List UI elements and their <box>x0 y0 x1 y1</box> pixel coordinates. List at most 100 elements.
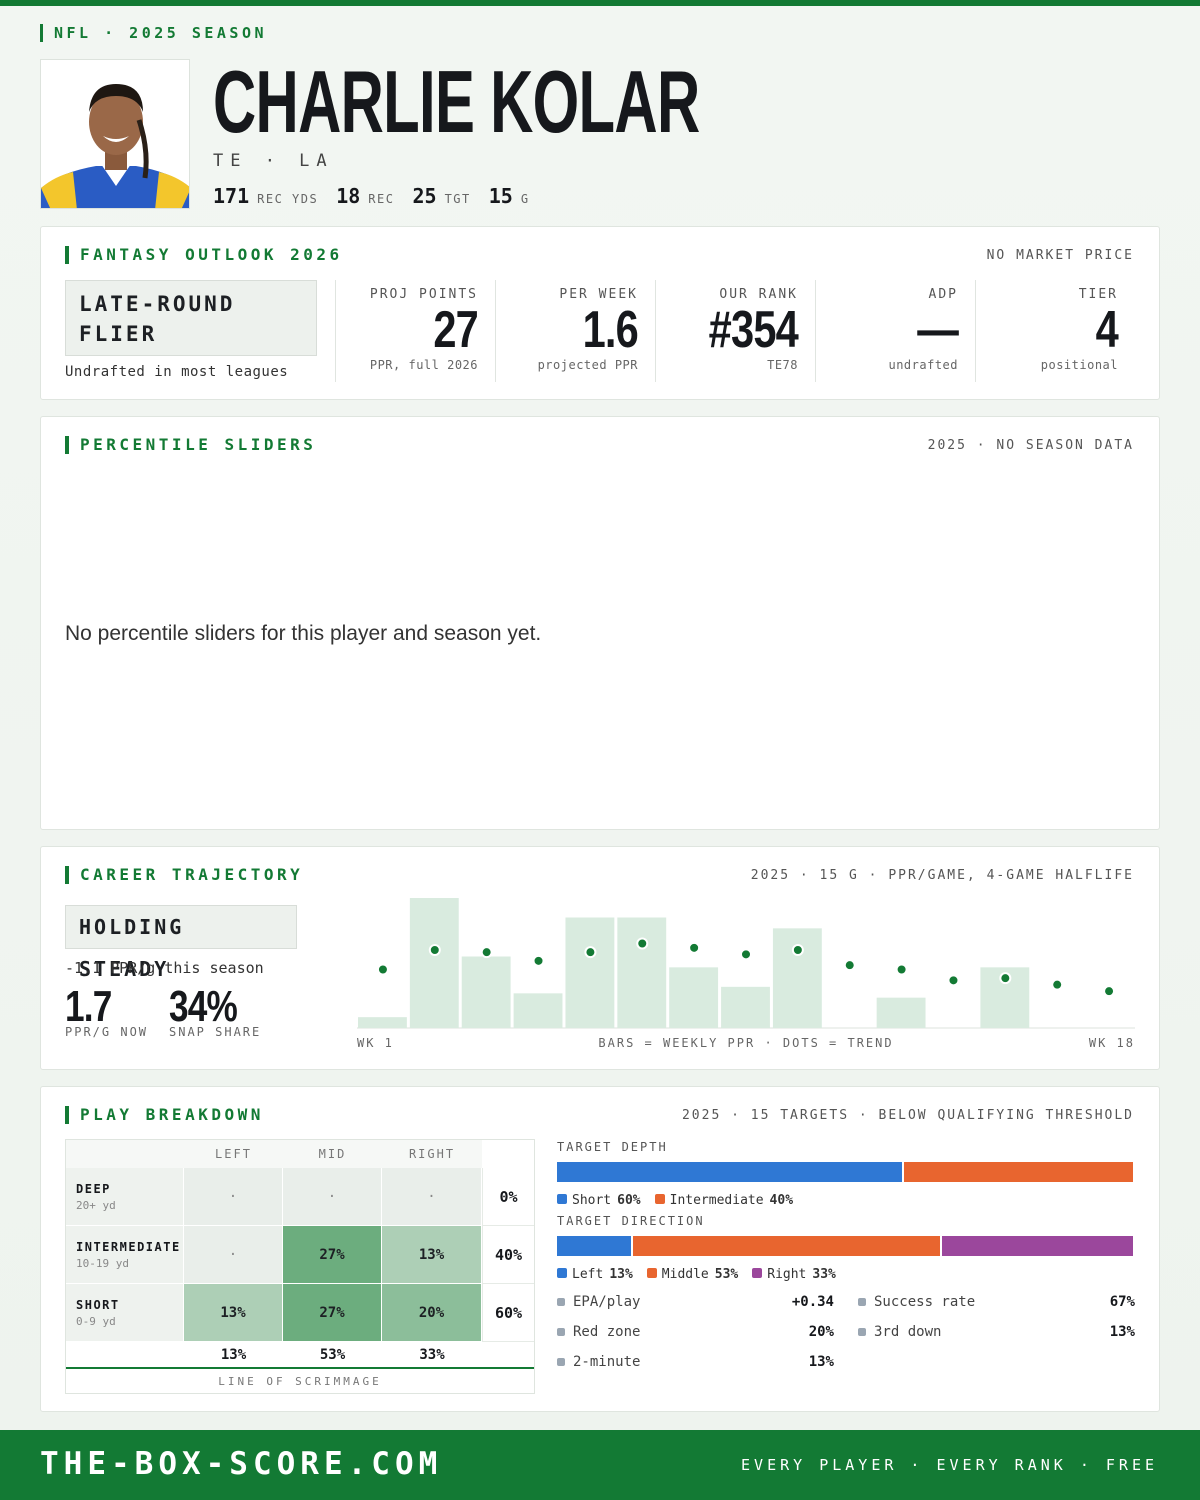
stat-name-wrap: Red zone <box>557 1324 640 1340</box>
column-header: RIGHT <box>382 1140 482 1168</box>
column-header: LEFT <box>184 1140 283 1168</box>
stat-value: 25 <box>412 184 437 208</box>
stat-value: 18 <box>336 184 361 208</box>
stat-name: Red zone <box>573 1324 641 1340</box>
direction-title: TARGET DIRECTION <box>557 1214 705 1228</box>
row-sub: 10-19 yd <box>76 1256 129 1270</box>
heat-cell: 13% <box>184 1284 283 1342</box>
segment <box>942 1236 1133 1256</box>
heat-cell: · <box>184 1226 283 1284</box>
column-total: 53% <box>283 1342 382 1369</box>
legend-swatch <box>557 1268 567 1278</box>
player-position: TE · LA <box>213 151 334 171</box>
trend-dot <box>1051 978 1064 991</box>
stat-value: 15 <box>488 184 513 208</box>
percentile-card: PERCENTILE SLIDERS 2025 · NO SEASON DATA… <box>40 416 1160 830</box>
stat-value: 13% <box>1109 1324 1135 1340</box>
legend-value: 53% <box>714 1267 739 1282</box>
header-stat: 18 REC <box>336 184 394 208</box>
stat-value: 1.7 <box>65 982 112 1031</box>
stat-row: Red zone 20% <box>557 1323 834 1341</box>
legend: Left 13% Middle 53% Right 33% <box>557 1267 836 1282</box>
corner <box>66 1140 184 1168</box>
legend-swatch <box>646 1268 657 1278</box>
stat-label: G <box>520 192 530 206</box>
segment <box>903 1162 1133 1182</box>
row-sub: 0-9 yd <box>76 1314 116 1328</box>
legend-item: Middle 53% <box>646 1267 739 1282</box>
metric: ADP — undrafted <box>815 280 975 382</box>
bar <box>617 917 667 1028</box>
legend-name: Right <box>767 1267 807 1282</box>
stat-value: 13% <box>808 1354 834 1370</box>
bar <box>772 928 822 1028</box>
stat-value: 34% <box>169 982 238 1031</box>
trend-dot <box>688 941 701 954</box>
stat-dot <box>557 1328 565 1336</box>
trend-change: -1.1 PPR/g this season <box>65 959 264 977</box>
metric-value: — <box>917 301 959 359</box>
trend-dot <box>1103 985 1116 998</box>
card-note: 2025 · 15 TARGETS · BELOW QUALIFYING THR… <box>681 1108 1134 1123</box>
heat-cell: · <box>184 1168 283 1226</box>
trajectory-chart: WK 1 BARS = WEEKLY PPR · DOTS = TREND WK 1… <box>357 898 1135 1050</box>
trend-dot <box>740 948 752 961</box>
metric-label: TIER <box>1078 287 1118 302</box>
legend-value: 13% <box>609 1267 633 1282</box>
legend-swatch <box>752 1268 763 1278</box>
stat-dot <box>557 1298 565 1306</box>
card-note: 2025 · NO SEASON DATA <box>927 438 1134 453</box>
metric: OUR RANK #354 TE78 <box>655 280 815 382</box>
metric-sub: positional <box>1040 358 1118 372</box>
row-label: INTERMEDIATE 10-19 yd <box>66 1226 184 1284</box>
trend-dot <box>791 944 804 956</box>
empty-message: No percentile sliders for this player an… <box>65 622 542 645</box>
metric-sub: TE78 <box>767 358 798 372</box>
row-label: SHORT 0-9 yd <box>66 1284 184 1342</box>
legend-name: Left <box>572 1267 604 1282</box>
stat-value: 20% <box>808 1324 834 1340</box>
legend-item: Short 60% <box>557 1193 641 1208</box>
card-note: 2025 · 15 G · PPR/GAME, 4-GAME HALFLIFE <box>750 868 1134 883</box>
metric-value: 4 <box>1095 301 1119 359</box>
column-total: 13% <box>184 1342 283 1369</box>
stat-row: 3rd down 13% <box>858 1323 1135 1341</box>
heat-cell: 27% <box>283 1226 382 1284</box>
trend-dot <box>428 944 441 956</box>
stat-label: TGT <box>444 192 471 206</box>
breakdown-card: PLAY BREAKDOWN 2025 · 15 TARGETS · BELOW… <box>40 1086 1160 1412</box>
legend-swatch <box>654 1194 665 1204</box>
metric-value: #354 <box>708 301 799 359</box>
legend-swatch <box>557 1194 567 1204</box>
stat-value: 67% <box>1109 1294 1135 1310</box>
corner <box>482 1342 534 1369</box>
stat-name: 2-minute <box>573 1354 641 1370</box>
legend-name: Middle <box>661 1267 709 1282</box>
trend-dot <box>947 974 960 987</box>
header-stat: 25 TGT <box>412 184 470 208</box>
stats-grid: EPA/play +0.34 Success rate 67% Red zone 20% 3… <box>557 1293 1135 1371</box>
column-header: MID <box>283 1140 382 1168</box>
trend-dot <box>895 963 908 976</box>
trend-dot <box>376 963 389 976</box>
metric: PER WEEK 1.6 projected PPR <box>495 280 655 382</box>
legend-name: Intermediate <box>669 1193 764 1208</box>
row-sub: 20+ yd <box>76 1198 116 1212</box>
heat-cell: · <box>283 1168 382 1226</box>
outlook-card: FANTASY OUTLOOK 2026 NO MARKET PRICE LAT… <box>40 226 1160 400</box>
player-photo <box>40 59 190 209</box>
top-bar <box>0 0 1200 6</box>
corner <box>482 1140 534 1168</box>
metric-label: PROJ POINTS <box>369 287 478 302</box>
column-total: 33% <box>382 1342 482 1369</box>
card-title: CAREER TRAJECTORY <box>65 866 303 884</box>
legend-name: Short <box>572 1193 612 1208</box>
depth-title: TARGET DEPTH <box>557 1140 668 1154</box>
heat-cell: 20% <box>382 1284 482 1342</box>
stat-dot <box>858 1298 866 1306</box>
trend-dot <box>843 959 856 972</box>
bar <box>565 917 615 1028</box>
row-total: 0% <box>482 1168 534 1226</box>
card-title: FANTASY OUTLOOK 2026 <box>65 246 343 264</box>
